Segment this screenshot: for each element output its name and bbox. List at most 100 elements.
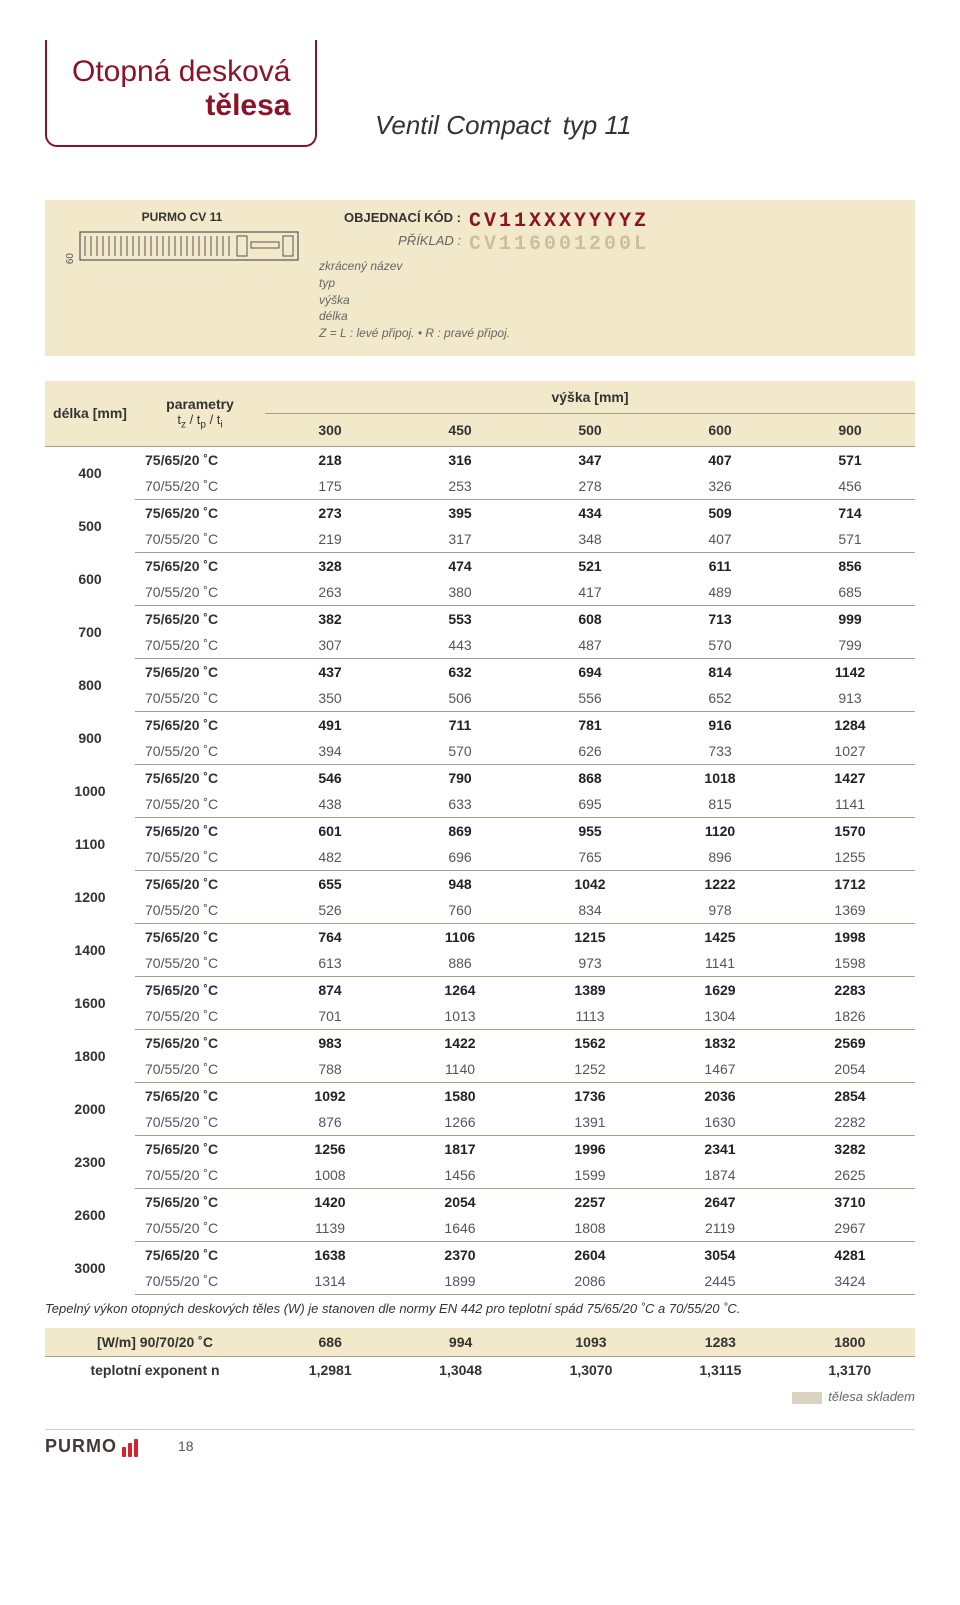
value-cell: 1425 <box>655 923 785 950</box>
height-header: 300 <box>265 413 395 446</box>
value-cell: 571 <box>785 446 915 473</box>
value-cell: 983 <box>265 1029 395 1056</box>
value-cell: 1018 <box>655 764 785 791</box>
length-cell: 1600 <box>45 976 135 1029</box>
value-cell: 1389 <box>525 976 655 1003</box>
value-cell: 1630 <box>655 1109 785 1136</box>
value-cell: 556 <box>525 685 655 712</box>
value-cell: 1027 <box>785 738 915 765</box>
value-cell: 973 <box>525 950 655 977</box>
value-cell: 407 <box>655 446 785 473</box>
value-cell: 1141 <box>785 791 915 818</box>
value-cell: 626 <box>525 738 655 765</box>
length-cell: 1400 <box>45 923 135 976</box>
length-cell: 800 <box>45 658 135 711</box>
value-cell: 3282 <box>785 1135 915 1162</box>
exponent-val: 1,3048 <box>395 1356 525 1383</box>
value-cell: 489 <box>655 579 785 606</box>
param-cell: 70/55/20 ˚C <box>135 473 265 500</box>
value-cell: 999 <box>785 605 915 632</box>
length-cell: 1200 <box>45 870 135 923</box>
value-cell: 2569 <box>785 1029 915 1056</box>
value-cell: 652 <box>655 685 785 712</box>
value-cell: 713 <box>655 605 785 632</box>
code-legend: zkrácený název typ výška délka Z = L : l… <box>319 258 895 342</box>
value-cell: 1456 <box>395 1162 525 1189</box>
value-cell: 443 <box>395 632 525 659</box>
length-cell: 1800 <box>45 1029 135 1082</box>
value-cell: 633 <box>395 791 525 818</box>
value-cell: 570 <box>395 738 525 765</box>
value-cell: 1013 <box>395 1003 525 1030</box>
param-cell: 70/55/20 ˚C <box>135 1003 265 1030</box>
value-cell: 273 <box>265 499 395 526</box>
value-cell: 1996 <box>525 1135 655 1162</box>
type-suffix: typ 11 <box>563 110 632 140</box>
value-cell: 876 <box>265 1109 395 1136</box>
value-cell: 347 <box>525 446 655 473</box>
param-cell: 70/55/20 ˚C <box>135 1162 265 1189</box>
value-cell: 1391 <box>525 1109 655 1136</box>
param-cell: 75/65/20 ˚C <box>135 976 265 1003</box>
value-cell: 764 <box>265 923 395 950</box>
legend-type: typ <box>319 275 895 292</box>
value-cell: 1998 <box>785 923 915 950</box>
param-cell: 75/65/20 ˚C <box>135 499 265 526</box>
value-cell: 2282 <box>785 1109 915 1136</box>
value-cell: 175 <box>265 473 395 500</box>
value-cell: 553 <box>395 605 525 632</box>
value-cell: 948 <box>395 870 525 897</box>
main-title-text: Ventil Compact <box>375 110 550 140</box>
value-cell: 1106 <box>395 923 525 950</box>
param-cell: 70/55/20 ˚C <box>135 1215 265 1242</box>
value-cell: 714 <box>785 499 915 526</box>
value-cell: 701 <box>265 1003 395 1030</box>
exponent-val: 1,2981 <box>265 1356 395 1383</box>
value-cell: 694 <box>525 658 655 685</box>
value-cell: 328 <box>265 552 395 579</box>
value-cell: 380 <box>395 579 525 606</box>
value-cell: 913 <box>785 685 915 712</box>
exponent-val: 1,3170 <box>785 1356 915 1383</box>
length-cell: 1100 <box>45 817 135 870</box>
param-cell: 75/65/20 ˚C <box>135 1188 265 1215</box>
value-cell: 601 <box>265 817 395 844</box>
value-cell: 2119 <box>655 1215 785 1242</box>
value-cell: 1266 <box>395 1109 525 1136</box>
value-cell: 1817 <box>395 1135 525 1162</box>
value-cell: 1832 <box>655 1029 785 1056</box>
value-cell: 3424 <box>785 1268 915 1295</box>
value-cell: 1808 <box>525 1215 655 1242</box>
col-height: výška [mm] <box>265 381 915 414</box>
param-cell: 75/65/20 ˚C <box>135 1029 265 1056</box>
wm-label: [W/m] 90/70/20 ˚C <box>45 1328 265 1357</box>
value-cell: 696 <box>395 844 525 871</box>
page-number: 18 <box>178 1438 194 1454</box>
value-cell: 350 <box>265 685 395 712</box>
param-cell: 75/65/20 ˚C <box>135 1241 265 1268</box>
value-cell: 438 <box>265 791 395 818</box>
value-cell: 482 <box>265 844 395 871</box>
value-cell: 4281 <box>785 1241 915 1268</box>
value-cell: 896 <box>655 844 785 871</box>
param-cell: 70/55/20 ˚C <box>135 950 265 977</box>
value-cell: 1580 <box>395 1082 525 1109</box>
length-cell: 3000 <box>45 1241 135 1294</box>
value-cell: 2086 <box>525 1268 655 1295</box>
value-cell: 1420 <box>265 1188 395 1215</box>
value-cell: 1255 <box>785 844 915 871</box>
param-cell: 75/65/20 ˚C <box>135 658 265 685</box>
category-title-box: Otopná desková tělesa <box>45 40 317 147</box>
value-cell: 760 <box>395 897 525 924</box>
formula-note: Tepelný výkon otopných deskových těles (… <box>45 1301 915 1316</box>
value-cell: 1638 <box>265 1241 395 1268</box>
length-cell: 900 <box>45 711 135 764</box>
value-cell: 655 <box>265 870 395 897</box>
legend-connection: Z = L : levé připoj. • R : pravé připoj. <box>319 325 895 342</box>
value-cell: 307 <box>265 632 395 659</box>
value-cell: 1113 <box>525 1003 655 1030</box>
value-cell: 1422 <box>395 1029 525 1056</box>
value-cell: 1284 <box>785 711 915 738</box>
page-title: Ventil Compact typ 11 <box>375 95 631 145</box>
height-header: 900 <box>785 413 915 446</box>
